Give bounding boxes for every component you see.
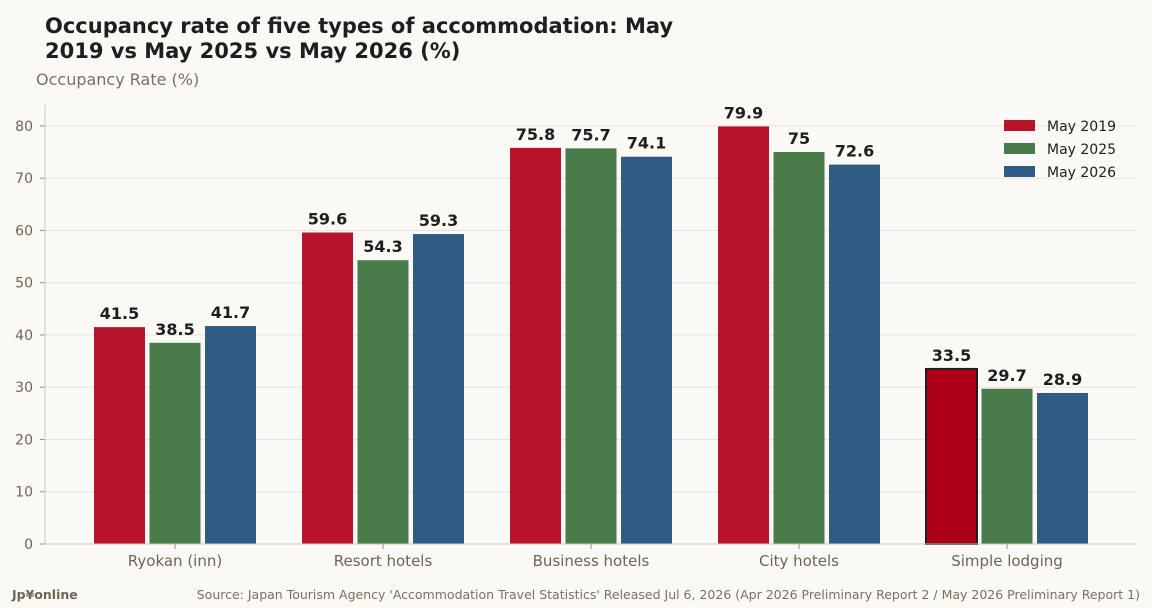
data-label: 79.9 [724,103,763,122]
y-axis-label: Occupancy Rate (%) [36,70,199,89]
bar-may-2025-city-hotels [773,152,825,545]
axes: 0 10 20 30 40 50 60 70 80 Ryokan (inn) Resort hote… [15,105,1137,570]
y-tick-label-30: 30 [15,380,33,396]
category-label: Resort hotels [334,552,433,570]
data-label: 72.6 [835,142,874,161]
legend-swatch-may-2026 [1004,166,1035,177]
bar-may-2019-business-hotels [510,147,561,544]
legend-swatch-may-2025 [1004,143,1035,154]
bar-may-2019-ryokan-inn [94,327,145,544]
bar-may-2026-simple-lodging [1037,392,1088,544]
data-label: 75.8 [516,125,555,144]
category-label: Simple lodging [951,552,1063,570]
data-labels: 41.5 38.5 41.7 59.6 54.3 59.3 75.8 75.7 74.1 79.9… [100,103,1082,389]
data-label: 75 [788,129,810,148]
bar-may-2026-business-hotels [621,156,672,544]
y-tick-label-60: 60 [15,223,33,239]
y-tick-label-10: 10 [15,485,33,501]
bar-may-2025-ryokan-inn [149,342,201,544]
bar-may-2025-simple-lodging [981,388,1033,544]
data-label: 59.3 [419,211,458,230]
data-label: 41.7 [211,303,250,322]
legend-label: May 2025 [1047,142,1116,158]
category-label: Ryokan (inn) [128,552,222,570]
y-tick-label-80: 80 [15,119,33,135]
legend: May 2019 May 2025 May 2026 [1004,119,1116,181]
y-tick-label-0: 0 [24,537,33,553]
y-tick-label-50: 50 [15,276,33,292]
data-label: 33.5 [932,346,971,365]
data-label: 38.5 [155,320,194,339]
y-tick-label-20: 20 [15,432,33,448]
legend-swatch-may-2019 [1004,120,1035,131]
data-label: 28.9 [1043,370,1082,389]
data-label: 75.7 [571,125,610,144]
data-label: 74.1 [627,134,666,153]
source-note: Source: Japan Tourism Agency 'Accommodat… [197,587,1140,602]
data-label: 54.3 [363,237,402,256]
bar-may-2019-simple-lodging [925,367,978,545]
category-label: City hotels [759,552,839,570]
bars [94,126,1088,545]
data-label: 59.6 [308,210,347,229]
chart-title-line-1: Occupancy rate of five types of accommod… [45,14,673,38]
bar-may-2025-resort-hotels [357,260,409,544]
bar-may-2019-city-hotels [718,126,769,545]
legend-label: May 2026 [1047,165,1116,181]
y-tick-label-70: 70 [15,171,33,187]
brand-logo-text: Jp¥online [11,587,78,602]
bar-may-2026-resort-hotels [413,234,464,544]
category-label: Business hotels [533,552,650,570]
y-tick-label-40: 40 [15,328,33,344]
data-label: 29.7 [987,366,1026,385]
chart-title-line-2: 2019 vs May 2025 vs May 2026 (%) [45,39,460,63]
bar-may-2019-resort-hotels [302,232,353,544]
bar-may-2026-city-hotels [829,164,880,545]
data-label: 41.5 [100,304,139,323]
bar-may-2025-business-hotels [565,148,617,544]
legend-label: May 2019 [1047,119,1116,135]
bar-may-2026-ryokan-inn [205,326,256,544]
